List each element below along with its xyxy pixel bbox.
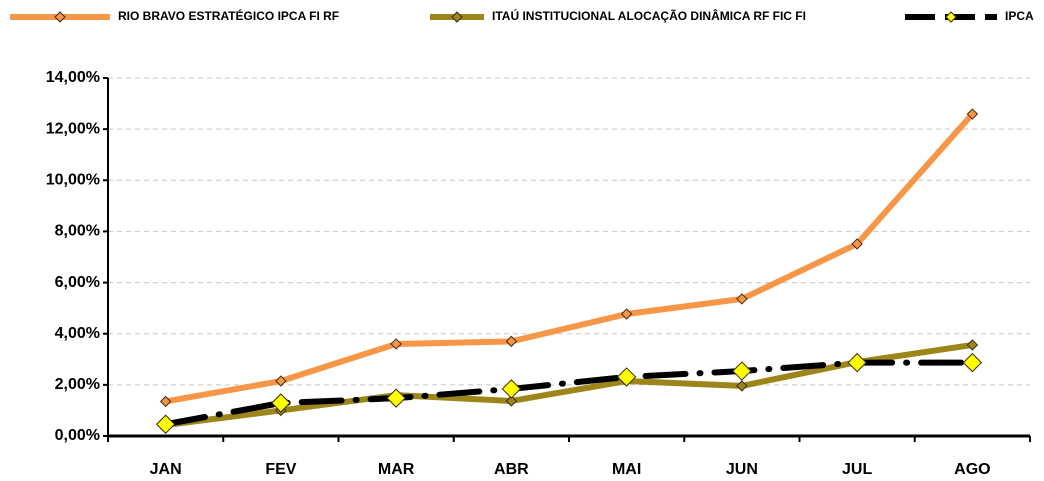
- data-point: [851, 238, 863, 250]
- y-tick-label: 14,00%: [46, 69, 100, 86]
- data-point: [155, 414, 176, 434]
- x-tick-label: JAN: [150, 461, 182, 478]
- legend-marker: [451, 11, 463, 23]
- data-point: [732, 361, 752, 381]
- data-point: [847, 352, 867, 373]
- data-point: [736, 380, 748, 392]
- y-tick-label: 2,00%: [55, 376, 100, 393]
- series-line: [162, 359, 976, 428]
- data-point: [501, 379, 522, 399]
- x-tick-label: MAI: [612, 461, 641, 478]
- data-point: [505, 395, 518, 407]
- y-tick-label: 12,00%: [46, 120, 100, 137]
- x-tick-label: AGO: [954, 461, 990, 478]
- data-point: [962, 352, 983, 373]
- legend-marker: [54, 11, 66, 23]
- data-point: [390, 338, 402, 350]
- legend-marker: [945, 11, 957, 23]
- x-tick-label: MAR: [378, 461, 415, 478]
- y-tick-label: 10,00%: [46, 172, 100, 189]
- data-point: [275, 375, 287, 387]
- data-point: [386, 388, 406, 408]
- data-point: [620, 308, 633, 320]
- data-point: [616, 367, 637, 387]
- y-tick-label: 4,00%: [55, 325, 100, 342]
- y-tick-label: 6,00%: [55, 274, 100, 291]
- x-tick-label: ABR: [494, 461, 529, 478]
- series-line: [162, 111, 976, 405]
- data-point: [966, 339, 979, 351]
- legend-label: ITAÚ INSTITUCIONAL ALOCAÇÃO DINÂMICA RF …: [492, 8, 806, 23]
- data-point: [271, 393, 291, 413]
- data-point: [736, 293, 748, 305]
- data-point: [159, 395, 172, 408]
- y-tick-label: 8,00%: [55, 223, 100, 240]
- x-tick-label: FEV: [265, 461, 296, 478]
- y-tick-label: 0,00%: [55, 427, 100, 444]
- legend-label: RIO BRAVO ESTRATÉGICO IPCA FI RF: [118, 8, 339, 23]
- x-tick-label: JUL: [842, 461, 872, 478]
- data-point: [966, 108, 979, 120]
- legend-label: IPCA: [1005, 9, 1034, 23]
- x-tick-label: JUN: [726, 461, 758, 478]
- data-point: [505, 335, 518, 348]
